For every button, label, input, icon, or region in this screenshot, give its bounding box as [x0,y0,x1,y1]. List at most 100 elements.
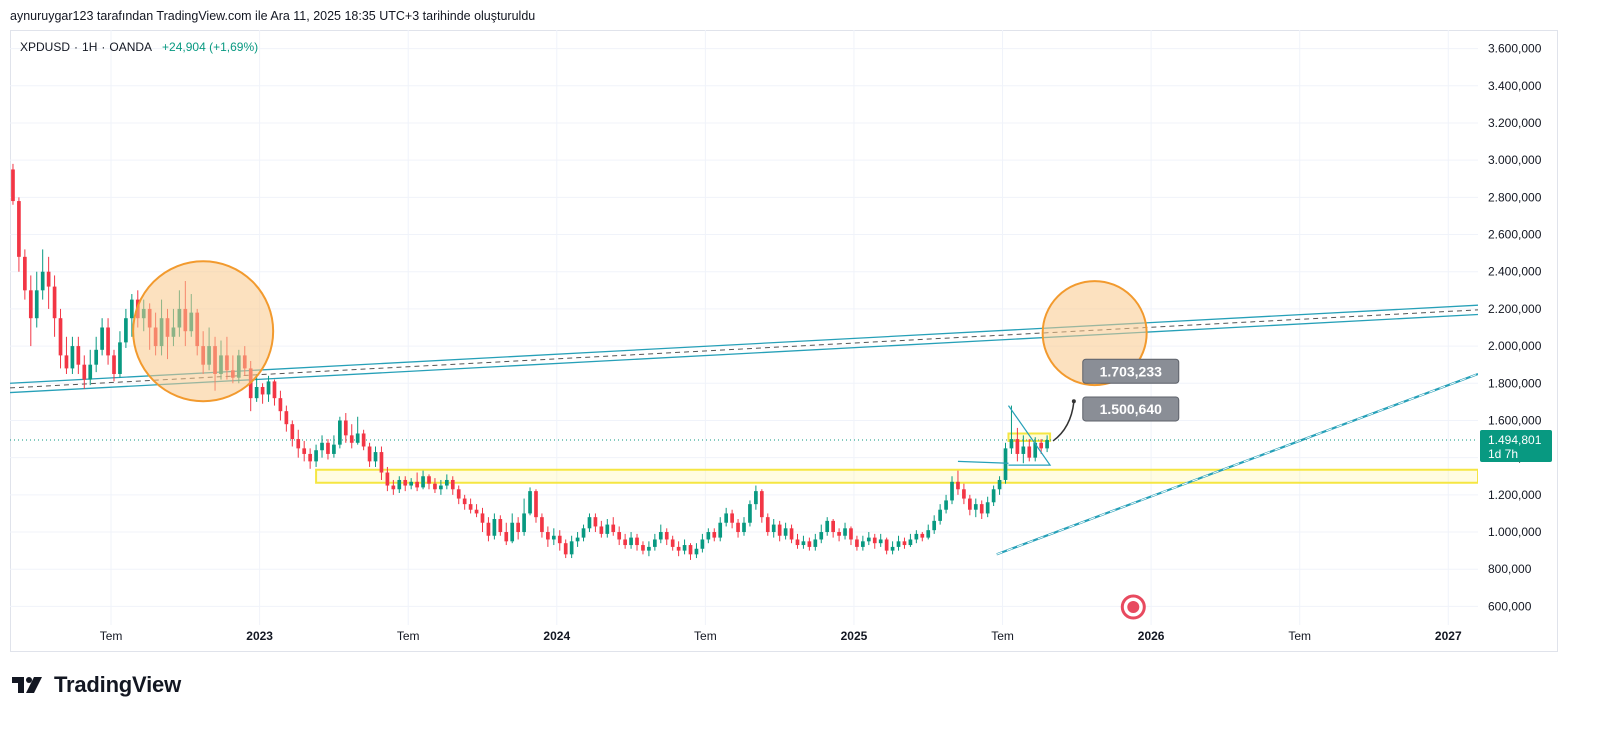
candle-body [504,532,509,542]
candle-body [664,532,669,540]
candle-body [403,479,408,486]
candle-body [979,504,984,514]
candle-body [1045,440,1049,449]
y-tick-label: 3.400,000 [1488,79,1542,93]
candle-body [468,504,473,510]
candle-body [670,539,675,547]
candle-body [112,355,116,374]
candle-body [985,502,990,514]
candle-body [694,548,699,555]
candle-body [736,522,740,533]
candle-body [290,424,295,440]
candle-body [129,299,134,319]
candle-body [474,509,479,514]
candle-body [409,481,414,486]
candle-body [278,398,283,412]
candle-body [973,504,978,510]
projection-arrow [1052,401,1075,442]
candle-body [962,489,966,499]
candle-body [40,271,45,291]
candle-body [444,479,449,486]
candle-body [902,541,907,546]
candle-body [361,433,366,447]
candle-body [254,387,259,399]
candle-body [575,537,580,542]
candle-body [557,535,562,544]
candle-body [124,318,128,343]
candle-body [623,539,627,546]
candle-body [450,479,455,490]
candle-body [866,537,871,542]
candle-body [397,479,402,490]
candle-body [777,524,782,536]
candle-body [118,342,122,374]
candle-body [427,476,431,484]
tradingview-logo-icon [12,677,42,693]
candle-body [64,355,69,369]
y-tick-label: 1.000,000 [1488,525,1542,539]
candle-body [742,522,746,533]
candle-body [1009,439,1014,449]
last-price-badge [1480,430,1552,463]
price-change: +24,904 (+1,69%) [162,40,259,54]
countdown-label: 1d 7h [1488,447,1518,461]
brand-name: TradingView [54,672,181,697]
candle-body [17,201,21,257]
y-tick-label: 600,000 [1488,599,1532,613]
candle-body [551,535,556,540]
plot-area [10,30,1478,625]
candle-body [76,346,81,365]
candle-body [332,444,336,454]
candle-body [1039,442,1044,449]
candle-body [415,481,419,488]
candle-body [890,546,895,551]
highlight-circle [132,260,275,403]
support-zone [315,468,1478,484]
candle-body [765,517,770,533]
candle-body [920,533,925,538]
candle-body [522,513,526,533]
candle-body [492,519,497,536]
candle-body [569,541,574,555]
candle-body [997,479,1002,490]
candle-body [534,491,538,518]
candle-body [1003,448,1008,480]
candle-body [771,524,776,533]
target-label-lower-bg [1082,396,1180,422]
candle-body [712,532,717,538]
candle-body [587,517,592,529]
separator: · [101,40,106,54]
candle-body [658,532,663,540]
chart-frame [10,30,1558,652]
candle-body [641,545,645,551]
candle-body [896,541,901,547]
tradingview-logo[interactable]: TradingView [12,672,181,698]
event-flag-dot [1127,601,1140,613]
y-tick-label: 2.200,000 [1488,302,1542,316]
candle-body [872,537,877,544]
candle-body [700,539,705,549]
candle-body [421,476,425,488]
y-tick-label: 2.400,000 [1488,265,1542,279]
candle-body [480,513,485,523]
candle-body [759,491,764,518]
candle-body [439,485,443,490]
candle-body [783,528,788,536]
candle-body [314,450,318,462]
candle-body [94,349,99,365]
candle-body [11,169,15,202]
candle-body [100,327,104,350]
x-tick-label: Tem [694,629,717,643]
candle-body [748,504,752,523]
symbol-info[interactable]: XPDUSD · 1H · OANDA +24,904 (+1,69%) [20,40,258,54]
candle-body [391,485,396,490]
y-tick-label: 2.000,000 [1488,339,1542,353]
candle-body [349,435,354,443]
candle-body [302,448,307,454]
candle-body [861,541,865,547]
candle-body [837,532,841,536]
candle-body [813,539,818,547]
candle-body [914,533,919,540]
candle-body [433,483,437,490]
